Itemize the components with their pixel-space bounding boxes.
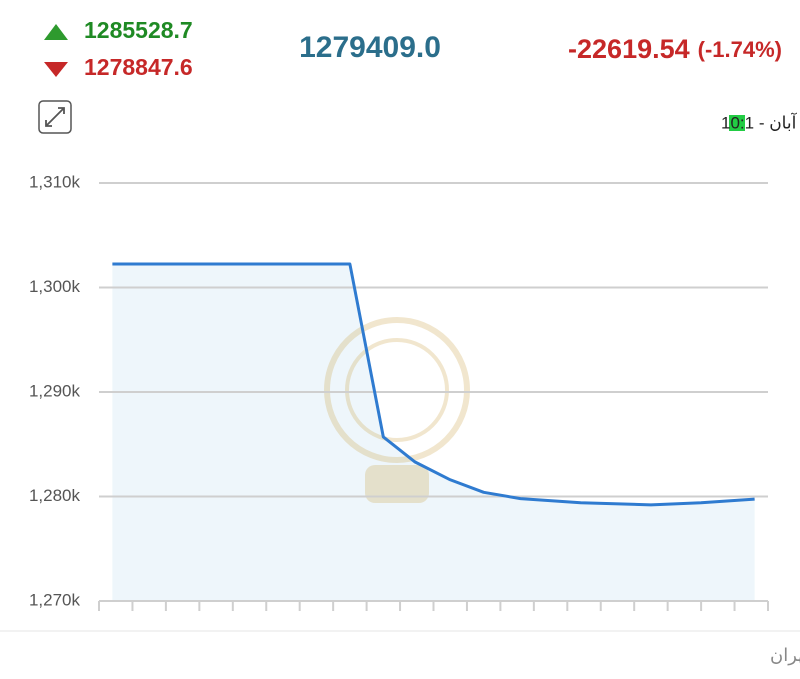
y-tick-label: 1,290k — [29, 381, 81, 400]
last-value: 1279409.0 — [299, 31, 441, 64]
legend-swatch — [729, 115, 745, 131]
down-arrow — [44, 62, 68, 77]
y-tick-label: 1,310k — [29, 172, 81, 191]
expand-icon[interactable] — [38, 100, 72, 134]
source: بورس اوراق بهادار تهران — [770, 645, 800, 666]
up-arrow — [44, 24, 68, 40]
change-percent: (-1.74%) — [698, 37, 782, 62]
line — [112, 262, 755, 507]
y-tick-label: 1,280k — [29, 486, 81, 505]
y-tick-label: 1,270k — [29, 590, 81, 609]
change-value: -22619.54 — [568, 34, 690, 64]
legend-label: بروزرسانی آمار:7 آبان - 10:1 — [721, 111, 800, 132]
y-tick-label: 1,300k — [29, 277, 81, 296]
high-value: 1285528.7 — [84, 17, 193, 43]
change: -22619.54 (-1.74%) — [568, 34, 782, 64]
watermark — [324, 317, 470, 503]
area-fill — [112, 263, 755, 601]
low-value: 1278847.6 — [84, 54, 193, 80]
